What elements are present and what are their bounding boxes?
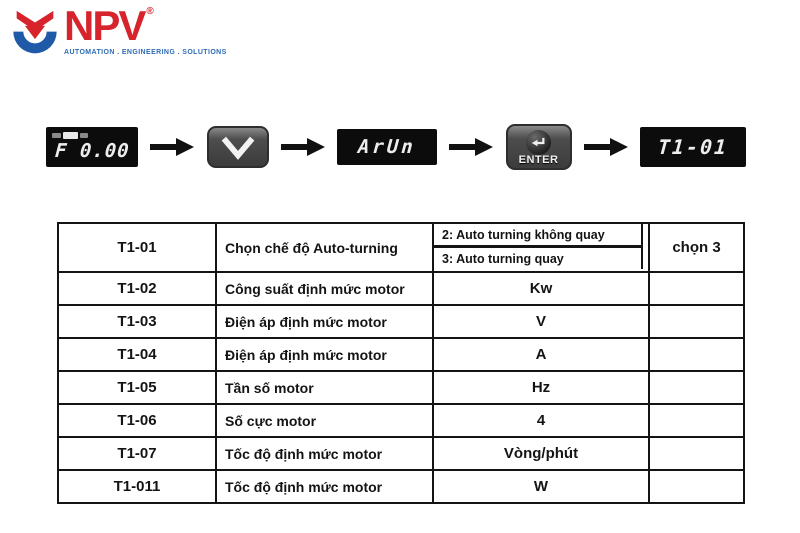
parameter-table-wrap: T1-01 Chọn chế độ Auto-turning 2: Auto tur… — [57, 222, 745, 504]
param-value-cell: Vòng/phút — [432, 436, 650, 471]
param-value-cell: Hz — [432, 370, 650, 405]
table-row: T1-01 Chọn chế độ Auto-turning 2: Auto tur… — [57, 222, 745, 273]
param-code-cell: T1-01 — [57, 222, 217, 273]
param-code-cell: T1-04 — [57, 337, 217, 372]
param-desc-cell: Chọn chế độ Auto-turning — [215, 222, 434, 273]
down-key-button[interactable] — [206, 126, 269, 168]
option-item: 2: Auto turning không quay — [434, 224, 643, 248]
param-value-cell: V — [432, 304, 650, 339]
option-item: 3: Auto turning quay — [434, 248, 643, 269]
param-options-cell: 2: Auto turning không quay 3: Auto turnin… — [432, 222, 650, 273]
lcd-autotune-text: ArUn — [357, 136, 417, 158]
param-code-cell: T1-05 — [57, 370, 217, 405]
options-list: 2: Auto turning không quay 3: Auto turnin… — [434, 224, 648, 269]
param-desc-cell: Tốc độ định mức motor — [215, 436, 434, 471]
param-code-cell: T1-06 — [57, 403, 217, 438]
right-arrow-icon — [280, 138, 325, 156]
param-value-cell: Kw — [432, 271, 650, 306]
brand-name: NPV — [64, 2, 146, 49]
registered-trademark: ® — [146, 6, 154, 17]
keypad-sequence: F 0.00 ArUn ENTER T1-01 — [46, 122, 746, 172]
param-desc-cell: Tần số motor — [215, 370, 434, 405]
param-note-cell — [648, 370, 745, 405]
parameter-table: T1-01 Chọn chế độ Auto-turning 2: Auto tur… — [57, 222, 745, 504]
parameter-table-body: T1-01 Chọn chế độ Auto-turning 2: Auto tur… — [57, 222, 745, 504]
param-note-cell — [648, 337, 745, 372]
param-desc-cell: Điện áp định mức motor — [215, 337, 434, 372]
param-value-cell: W — [432, 469, 650, 504]
table-row: T1-05 Tần số motor Hz — [57, 370, 745, 405]
param-desc-cell: Tốc độ định mức motor — [215, 469, 434, 504]
param-desc-cell: Điện áp định mức motor — [215, 304, 434, 339]
table-row: T1-03 Điện áp định mức motor V — [57, 304, 745, 339]
table-row: T1-07 Tốc độ định mức motor Vòng/phút — [57, 436, 745, 471]
right-arrow-icon — [150, 138, 195, 156]
param-note-cell — [648, 436, 745, 471]
param-note-cell — [648, 403, 745, 438]
right-arrow-icon — [583, 138, 628, 156]
lcd-status-indicators — [52, 132, 88, 139]
param-code-cell: T1-02 — [57, 271, 217, 306]
enter-return-icon — [526, 130, 551, 155]
param-note-cell: chọn 3 — [648, 222, 745, 273]
table-row: T1-02 Công suất định mức motor Kw — [57, 271, 745, 306]
param-note-cell — [648, 304, 745, 339]
table-row: T1-06 Số cực motor 4 — [57, 403, 745, 438]
param-desc-cell: Số cực motor — [215, 403, 434, 438]
npv-chevron-cup-icon — [13, 10, 57, 54]
param-code-cell: T1-011 — [57, 469, 217, 504]
param-value-cell: A — [432, 337, 650, 372]
table-row: T1-011 Tốc độ định mức motor W — [57, 469, 745, 504]
param-value-cell: 4 — [432, 403, 650, 438]
enter-key-button[interactable]: ENTER — [505, 124, 572, 170]
param-desc-cell: Công suất định mức motor — [215, 271, 434, 306]
table-row: T1-04 Điện áp định mức motor A — [57, 337, 745, 372]
lcd-frequency-text: F 0.00 — [53, 140, 131, 162]
param-code-cell: T1-03 — [57, 304, 217, 339]
param-code-cell: T1-07 — [57, 436, 217, 471]
lcd-parameter-text: T1-01 — [657, 135, 729, 159]
brand-tagline: AUTOMATION . ENGINEERING . SOLUTIONS — [64, 48, 227, 56]
chevron-down-icon — [221, 136, 254, 160]
lcd-display-frequency: F 0.00 — [46, 127, 138, 167]
enter-key-label: ENTER — [518, 154, 559, 166]
lcd-display-autotune: ArUn — [337, 129, 437, 165]
param-note-cell — [648, 469, 745, 504]
npv-logo: NPV ® AUTOMATION . ENGINEERING . SOLUTIO… — [10, 2, 227, 62]
param-note-cell — [648, 271, 745, 306]
right-arrow-icon — [449, 138, 494, 156]
lcd-display-parameter: T1-01 — [640, 127, 746, 167]
